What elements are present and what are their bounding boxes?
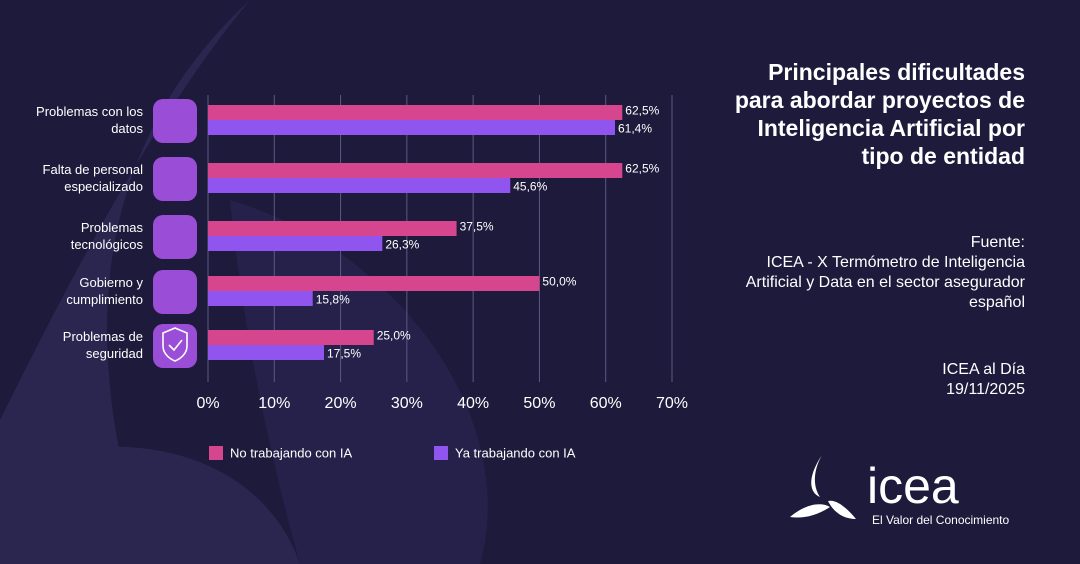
category-label: Problemas de seguridad xyxy=(62,329,143,361)
value-label: 26,3% xyxy=(385,238,419,252)
bar xyxy=(208,276,540,291)
value-label: 15,8% xyxy=(316,293,350,307)
decor xyxy=(230,200,488,564)
bar xyxy=(208,163,623,178)
category-label: Falta de personal especializado xyxy=(42,162,143,194)
bar xyxy=(208,105,623,120)
icon xyxy=(153,215,197,259)
decor xyxy=(0,0,250,564)
bar xyxy=(208,291,313,306)
icon xyxy=(153,99,197,143)
tagline: El Valor del Conocimiento xyxy=(872,513,1010,527)
icon xyxy=(153,157,197,201)
legend-label: No trabajando con IA xyxy=(230,445,352,460)
icons xyxy=(153,99,197,368)
value-label: 25,0% xyxy=(377,329,411,343)
x-tick-label: 70% xyxy=(656,395,688,412)
x-tick-label: 20% xyxy=(325,395,357,412)
icon xyxy=(153,270,197,314)
value-label: 45,6% xyxy=(513,180,547,194)
date: 19/11/2025 xyxy=(946,381,1025,398)
bar xyxy=(208,345,324,360)
value-label: 62,5% xyxy=(625,162,659,176)
x-tick-label: 10% xyxy=(258,395,290,412)
bar xyxy=(208,120,615,135)
publication: ICEA al Día xyxy=(942,361,1025,378)
x-tick-label: 0% xyxy=(196,395,219,412)
chart-title: Principales dificultades para abordar pr… xyxy=(734,59,1025,169)
x-tick-label: 50% xyxy=(523,395,555,412)
bar xyxy=(208,221,457,236)
source-label: Fuente: xyxy=(970,234,1025,251)
logo-mark xyxy=(790,455,856,519)
legend-swatch xyxy=(209,446,223,460)
category-label: Problemas con los datos xyxy=(36,104,143,136)
logo-text: icea xyxy=(867,458,959,514)
x-tick-label: 30% xyxy=(391,395,423,412)
icon xyxy=(153,324,197,368)
bar xyxy=(208,178,511,193)
source: ICEA - X Termómetro de Inteligencia Arti… xyxy=(745,254,1025,311)
icon-shield xyxy=(162,327,188,362)
value-label: 62,5% xyxy=(625,104,659,118)
category-label: Problemas tecnológicos xyxy=(70,220,143,252)
decor xyxy=(0,446,300,564)
x-tick-label: 40% xyxy=(457,395,489,412)
legend-swatch xyxy=(434,446,448,460)
bar xyxy=(208,236,383,251)
value-label: 50,0% xyxy=(542,275,576,289)
legend-label: Ya trabajando con IA xyxy=(455,445,576,460)
value-label: 37,5% xyxy=(460,220,494,234)
category-label: Gobierno y cumplimiento xyxy=(66,275,143,307)
bar xyxy=(208,330,374,345)
value-label: 17,5% xyxy=(327,347,361,361)
value-label: 61,4% xyxy=(618,122,652,136)
x-tick-label: 60% xyxy=(590,395,622,412)
